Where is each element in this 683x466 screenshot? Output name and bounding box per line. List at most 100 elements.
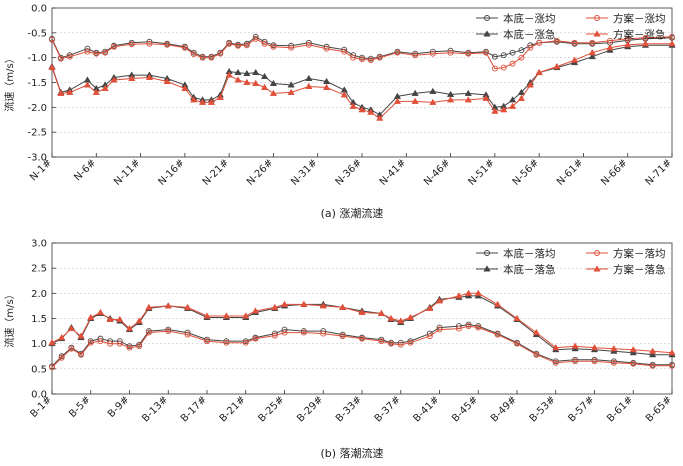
data-point [320, 330, 327, 337]
data-point [111, 43, 117, 50]
data-point [509, 60, 516, 67]
data-point [252, 335, 259, 342]
x-tick-label: B-53# [528, 394, 558, 424]
data-point [475, 324, 482, 331]
series-2 [48, 292, 676, 358]
data-point [300, 300, 308, 307]
legend-label: 本底－落均 [503, 247, 556, 260]
data-point [669, 33, 675, 40]
data-point [68, 345, 75, 352]
data-point [571, 39, 578, 46]
legend-item: 本底－落急 [476, 263, 556, 276]
data-point [216, 93, 224, 100]
data-point [570, 56, 579, 63]
data-point [491, 107, 499, 114]
data-point [164, 302, 172, 309]
legend-label: 方案－涨急 [613, 28, 666, 41]
y-tick-label: -1.5 [27, 78, 47, 89]
series-line [51, 44, 672, 116]
data-point [500, 52, 507, 59]
legend-swatch-marker [594, 250, 600, 256]
data-point [48, 63, 56, 71]
data-point [648, 351, 657, 358]
data-point [513, 314, 521, 321]
data-point [87, 313, 95, 320]
data-point [491, 53, 498, 60]
data-point [226, 40, 233, 47]
y-tick-label: -2.0 [27, 103, 47, 114]
data-point [482, 94, 490, 101]
data-point [48, 338, 56, 346]
data-point [367, 57, 374, 64]
x-tick-label: B-61# [605, 394, 635, 424]
data-point [243, 69, 251, 77]
data-point [190, 51, 197, 58]
legend-swatch-marker [594, 15, 600, 21]
data-point [125, 324, 134, 332]
y-tick-label: -3.0 [27, 153, 47, 164]
data-point [136, 343, 143, 350]
data-point [514, 340, 520, 347]
data-point [252, 79, 260, 86]
y-tick-label: 3.0 [31, 239, 47, 250]
data-point [84, 48, 91, 55]
data-point [340, 91, 348, 98]
data-point [606, 44, 614, 51]
data-point [288, 44, 295, 51]
data-point [107, 340, 114, 347]
data-point [242, 312, 250, 319]
data-point [222, 312, 231, 319]
data-point [199, 54, 206, 61]
data-point [287, 81, 295, 88]
y-tick-label: -2.5 [27, 128, 47, 139]
data-point [135, 317, 143, 324]
data-point [281, 326, 288, 333]
y-tick-label: 2.0 [31, 289, 47, 300]
data-point [412, 52, 419, 59]
data-point [269, 89, 278, 96]
data-point [164, 41, 171, 48]
data-point [116, 340, 123, 347]
data-point [203, 312, 211, 319]
data-point [106, 315, 114, 322]
data-point [184, 331, 191, 338]
data-point [183, 303, 192, 310]
legend-label: 方案－落急 [613, 263, 666, 276]
x-tick-label: B-5# [67, 394, 93, 420]
panel-a-flood-tide: 0.0-0.5-1.0-1.5-2.0-2.5-3.0N-1# N-6# N-11#… [3, 4, 676, 220]
legend-label: 本底－涨急 [503, 28, 556, 41]
data-point [509, 49, 516, 56]
data-point [590, 344, 599, 351]
data-point [223, 339, 230, 346]
y-tick-label: 2.5 [31, 264, 47, 275]
series-line [51, 325, 672, 368]
data-point [235, 42, 241, 49]
x-tick-label: N-51# [466, 157, 497, 188]
data-point [500, 106, 508, 113]
series-line [51, 43, 672, 119]
data-point [455, 325, 462, 332]
data-point [629, 346, 637, 353]
data-point [447, 49, 454, 56]
data-point [110, 76, 118, 83]
x-tick-label: N-61# [555, 157, 586, 188]
x-tick-label: N-26# [245, 157, 276, 188]
data-point [464, 89, 472, 96]
series-line [51, 36, 673, 60]
legend-item: 方案－涨急 [586, 28, 666, 41]
data-point [252, 68, 260, 76]
series-4 [48, 289, 676, 356]
legend-swatch-marker [483, 30, 491, 37]
data-point [435, 297, 444, 304]
data-point [252, 35, 259, 42]
legend-item: 方案－落急 [586, 263, 666, 276]
series-4 [48, 40, 676, 121]
data-point [242, 339, 249, 346]
y-tick-label: 0.5 [31, 364, 47, 375]
data-point [280, 300, 289, 307]
data-point [163, 77, 171, 84]
data-point [624, 41, 632, 48]
